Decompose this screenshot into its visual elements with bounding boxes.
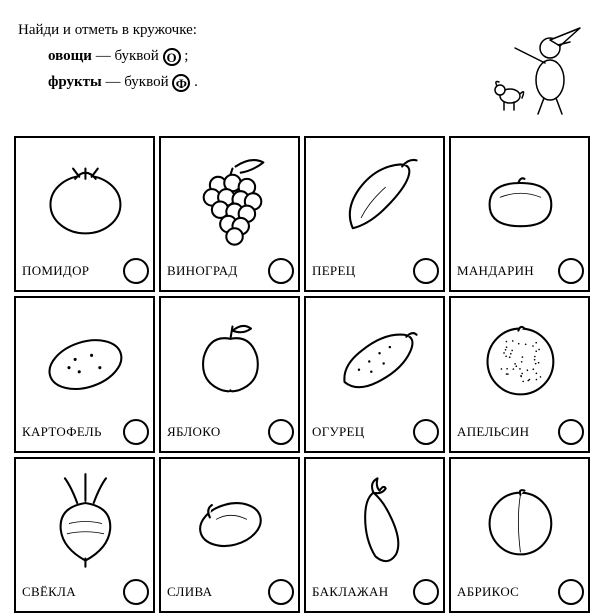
answer-circle[interactable] xyxy=(558,258,584,284)
cell-label: АПЕЛЬСИН xyxy=(457,424,529,440)
cell-footer: ПОМИДОР xyxy=(22,256,149,286)
fruit-word: фрукты xyxy=(48,74,102,90)
dash-1: — буквой xyxy=(96,48,163,64)
cell-label: БАКЛАЖАН xyxy=(312,584,388,600)
mandarin-icon xyxy=(457,142,584,256)
cell-footer: АПЕЛЬСИН xyxy=(457,417,584,447)
cell-footer: ВИНОГРАД xyxy=(167,256,294,286)
grid-cell: АБРИКОС xyxy=(449,457,590,613)
instruction-title: Найди и отметь в кружочке: xyxy=(18,18,198,42)
grid-cell: ПЕРЕЦ xyxy=(304,136,445,292)
veg-mark-circle: О xyxy=(163,48,181,66)
cell-footer: БАКЛАЖАН xyxy=(312,577,439,607)
grid-cell: ОГУРЕЦ xyxy=(304,296,445,452)
grid-cell: ПОМИДОР xyxy=(14,136,155,292)
instruction-fruits: фрукты — буквой Ф . xyxy=(18,70,198,94)
fruit-mark-circle: Ф xyxy=(172,74,190,92)
header: Найди и отметь в кружочке: овощи — букво… xyxy=(14,18,590,118)
grid-cell: ВИНОГРАД xyxy=(159,136,300,292)
grid-cell: КАРТОФЕЛЬ xyxy=(14,296,155,452)
eggplant-icon xyxy=(312,463,439,577)
plum-icon xyxy=(167,463,294,577)
potato-icon xyxy=(22,302,149,416)
cell-label: ПОМИДОР xyxy=(22,263,89,279)
cell-label: АБРИКОС xyxy=(457,584,519,600)
grid-cell: МАНДАРИН xyxy=(449,136,590,292)
beet-icon xyxy=(22,463,149,577)
instruction-vegetables: овощи — буквой О ; xyxy=(18,44,198,68)
grid-cell: СЛИВА xyxy=(159,457,300,613)
semicolon: ; xyxy=(184,48,188,64)
grid-cell: БАКЛАЖАН xyxy=(304,457,445,613)
cell-label: ПЕРЕЦ xyxy=(312,263,355,279)
answer-circle[interactable] xyxy=(413,258,439,284)
answer-circle[interactable] xyxy=(413,579,439,605)
cell-label: СЛИВА xyxy=(167,584,212,600)
veg-word: овощи xyxy=(48,48,92,64)
answer-circle[interactable] xyxy=(558,579,584,605)
orange-icon xyxy=(457,302,584,416)
cell-label: МАНДАРИН xyxy=(457,263,534,279)
cell-label: ОГУРЕЦ xyxy=(312,424,364,440)
grid-cell: АПЕЛЬСИН xyxy=(449,296,590,452)
cell-footer: СЛИВА xyxy=(167,577,294,607)
cell-footer: ОГУРЕЦ xyxy=(312,417,439,447)
cell-label: ВИНОГРАД xyxy=(167,263,238,279)
apricot-icon xyxy=(457,463,584,577)
instructions-block: Найди и отметь в кружочке: овощи — букво… xyxy=(14,18,198,96)
answer-circle[interactable] xyxy=(268,579,294,605)
period: . xyxy=(194,74,198,90)
worksheet-grid: ПОМИДОР ВИНОГРАД ПЕРЕЦ МАНДАРИН КАРТОФЕЛЬ ЯБЛ… xyxy=(14,136,590,576)
answer-circle[interactable] xyxy=(268,419,294,445)
answer-circle[interactable] xyxy=(558,419,584,445)
cell-label: КАРТОФЕЛЬ xyxy=(22,424,102,440)
answer-circle[interactable] xyxy=(123,419,149,445)
dash-2: — буквой xyxy=(106,74,173,90)
grapes-icon xyxy=(167,142,294,256)
cell-label: ЯБЛОКО xyxy=(167,424,221,440)
answer-circle[interactable] xyxy=(123,579,149,605)
cell-footer: ПЕРЕЦ xyxy=(312,256,439,286)
grid-cell: СВЁКЛА xyxy=(14,457,155,613)
cell-footer: СВЁКЛА xyxy=(22,577,149,607)
cell-footer: АБРИКОС xyxy=(457,577,584,607)
grid-cell: ЯБЛОКО xyxy=(159,296,300,452)
cell-footer: ЯБЛОКО xyxy=(167,417,294,447)
cell-footer: МАНДАРИН xyxy=(457,256,584,286)
answer-circle[interactable] xyxy=(413,419,439,445)
apple-icon xyxy=(167,302,294,416)
cell-footer: КАРТОФЕЛЬ xyxy=(22,417,149,447)
tomato-icon xyxy=(22,142,149,256)
pepper-icon xyxy=(312,142,439,256)
answer-circle[interactable] xyxy=(123,258,149,284)
answer-circle[interactable] xyxy=(268,258,294,284)
decoration-illustration xyxy=(490,18,590,118)
cell-label: СВЁКЛА xyxy=(22,584,76,600)
cucumber-icon xyxy=(312,302,439,416)
